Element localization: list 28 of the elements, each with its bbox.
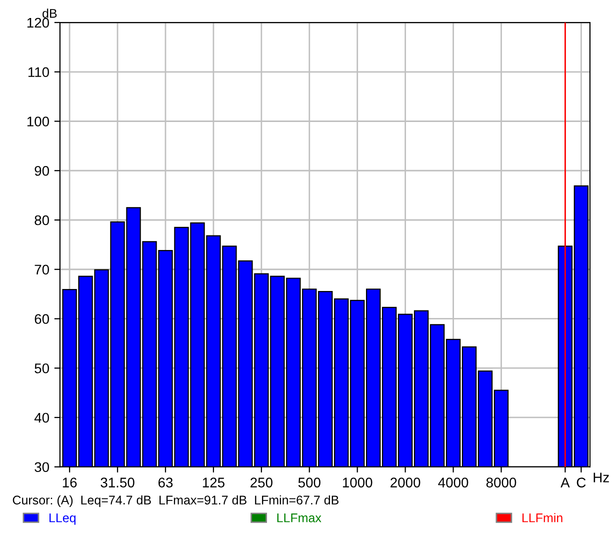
legend-label: LLFmin bbox=[522, 513, 562, 522]
x-tick-label: 16 bbox=[62, 478, 77, 488]
x-tick-label: 1000 bbox=[342, 478, 372, 488]
x-tick-label: C bbox=[576, 478, 586, 488]
y-tick-label: 30 bbox=[34, 462, 50, 472]
legend-label: LLFmax bbox=[277, 514, 322, 522]
y-tick-label: 120 bbox=[27, 18, 50, 28]
y-tick-label: 60 bbox=[34, 314, 50, 324]
x-tick-label: 125 bbox=[202, 478, 224, 488]
x-tick-label: 2000 bbox=[390, 478, 420, 488]
x-tick-label: 4000 bbox=[438, 478, 468, 488]
legend-label: LLeq bbox=[50, 514, 76, 525]
y-tick-label: 110 bbox=[28, 67, 50, 78]
text: Cursor: (A) Leq=74.7 dB LFmax=91.7 dB LFmin=67.7 dB bbox=[12, 495, 338, 507]
x-axis-title: Hz bbox=[594, 472, 609, 482]
x-tick-label: 63 bbox=[158, 478, 173, 488]
x-tick-label: 250 bbox=[250, 478, 272, 488]
y-tick-label: 50 bbox=[34, 363, 50, 374]
y-tick-label: 40 bbox=[34, 412, 50, 423]
x-tick-label: A bbox=[560, 478, 570, 488]
x-tick-label: 500 bbox=[298, 478, 320, 488]
x-tick-label: 8000 bbox=[486, 478, 516, 488]
y-tick-label: 90 bbox=[34, 166, 50, 176]
y-tick-label: 70 bbox=[34, 264, 50, 275]
y-tick-label: 80 bbox=[34, 215, 50, 226]
x-tick-label: 31.50 bbox=[100, 478, 134, 488]
y-axis-title: dB bbox=[42, 8, 57, 18]
y-tick-label: 100 bbox=[27, 116, 50, 126]
